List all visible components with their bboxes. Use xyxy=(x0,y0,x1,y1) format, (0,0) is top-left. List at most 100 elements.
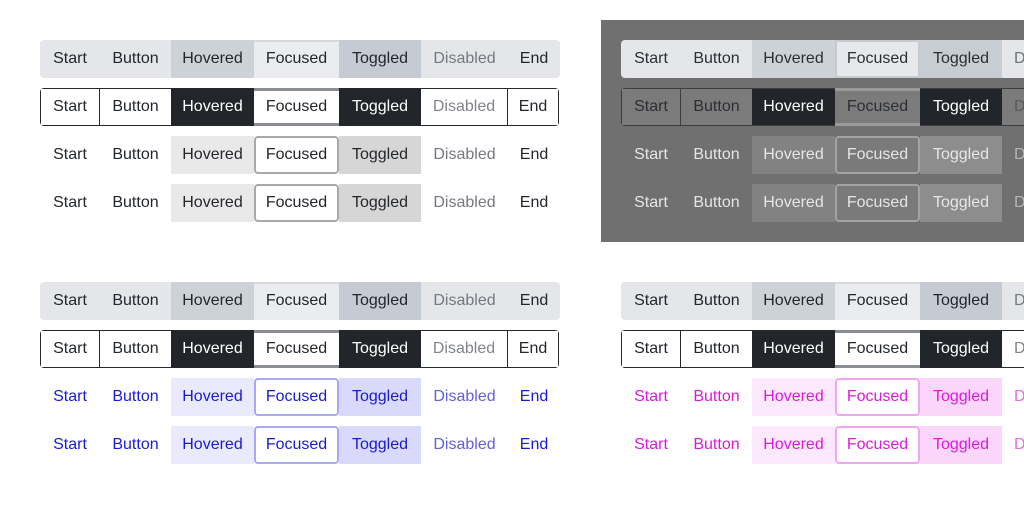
start-button[interactable]: Start xyxy=(40,40,100,78)
start-button[interactable]: Start xyxy=(41,331,100,367)
button[interactable]: Button xyxy=(693,194,740,211)
end-button[interactable]: End xyxy=(508,331,558,367)
focused-button[interactable]: Focused xyxy=(254,282,339,320)
end-button[interactable]: End xyxy=(519,194,549,211)
toggled-button[interactable]: Toggled xyxy=(920,282,1002,320)
start-button[interactable]: Start xyxy=(53,436,87,453)
hovered-button[interactable]: Hovered xyxy=(752,282,835,320)
button[interactable]: Button xyxy=(100,40,171,78)
button[interactable]: Button xyxy=(681,89,752,125)
hovered-button[interactable]: Hovered xyxy=(171,426,254,464)
hovered-button[interactable]: Hovered xyxy=(752,426,835,464)
start-button[interactable]: Start xyxy=(634,146,668,163)
hovered-button[interactable]: Hovered xyxy=(171,40,254,78)
start-button[interactable]: Start xyxy=(634,194,668,211)
button[interactable]: Button xyxy=(112,388,159,405)
panel-light-bottom-right: Start Button Hovered Focused Toggled D S… xyxy=(601,262,1024,484)
end-button[interactable]: End xyxy=(508,282,560,320)
disabled-button: D xyxy=(1014,194,1024,211)
toggled-button[interactable]: Toggled xyxy=(920,184,1002,222)
disabled-button: Disabled xyxy=(433,436,496,453)
hovered-button[interactable]: Hovered xyxy=(752,184,835,222)
hovered-button[interactable]: Hovered xyxy=(171,378,254,416)
start-button[interactable]: Start xyxy=(40,282,100,320)
button-group-outline: Start Button Hovered Focused Toggled Dis… xyxy=(40,88,559,126)
button[interactable]: Button xyxy=(681,331,752,367)
end-button[interactable]: End xyxy=(508,89,558,125)
toggled-button[interactable]: Toggled xyxy=(339,136,421,174)
start-button[interactable]: Start xyxy=(53,388,87,405)
button-group-ghost-2: Start Button Hovered Focused Toggled Dis… xyxy=(40,184,560,222)
toggled-button[interactable]: Toggled xyxy=(920,426,1002,464)
button[interactable]: Button xyxy=(100,331,171,367)
toggled-button[interactable]: Toggled xyxy=(920,89,1002,125)
toggled-button[interactable]: Toggled xyxy=(920,136,1002,174)
focused-button[interactable]: Focused xyxy=(254,136,339,174)
end-button[interactable]: End xyxy=(519,436,549,453)
end-button[interactable]: End xyxy=(508,40,560,78)
focused-button[interactable]: Focused xyxy=(254,40,339,78)
start-button[interactable]: Start xyxy=(634,436,668,453)
focused-button[interactable]: Focused xyxy=(835,330,920,368)
end-button[interactable]: End xyxy=(519,388,549,405)
start-button[interactable]: Start xyxy=(621,282,681,320)
toggled-button[interactable]: Toggled xyxy=(339,40,421,78)
hovered-button[interactable]: Hovered xyxy=(752,331,835,367)
toggled-button[interactable]: Toggled xyxy=(920,40,1002,78)
toggled-button[interactable]: Toggled xyxy=(339,331,421,367)
button[interactable]: Button xyxy=(693,436,740,453)
disabled-button: D xyxy=(1014,388,1024,405)
hovered-button[interactable]: Hovered xyxy=(752,378,835,416)
button[interactable]: Button xyxy=(112,194,159,211)
button[interactable]: Button xyxy=(100,89,171,125)
hovered-button[interactable]: Hovered xyxy=(171,331,254,367)
focused-button[interactable]: Focused xyxy=(254,184,339,222)
focused-button[interactable]: Focused xyxy=(835,426,920,464)
button-group-filled: Start Button Hovered Focused Toggled D xyxy=(621,282,1024,320)
button[interactable]: Button xyxy=(100,282,171,320)
start-button[interactable]: Start xyxy=(41,89,100,125)
hovered-button[interactable]: Hovered xyxy=(752,40,835,78)
toggled-button[interactable]: Toggled xyxy=(339,426,421,464)
toggled-button[interactable]: Toggled xyxy=(920,378,1002,416)
button[interactable]: Button xyxy=(681,282,752,320)
toggled-button[interactable]: Toggled xyxy=(339,184,421,222)
focused-button[interactable]: Focused xyxy=(835,136,920,174)
toggled-button[interactable]: Toggled xyxy=(339,282,421,320)
button[interactable]: Button xyxy=(693,388,740,405)
focused-button[interactable]: Focused xyxy=(835,184,920,222)
hovered-button[interactable]: Hovered xyxy=(171,184,254,222)
start-button[interactable]: Start xyxy=(622,89,681,125)
focused-button[interactable]: Focused xyxy=(254,378,339,416)
toggled-button[interactable]: Toggled xyxy=(339,89,421,125)
toggled-button[interactable]: Toggled xyxy=(339,378,421,416)
button-group-ghost-blue: Start Button Hovered Focused Toggled Dis… xyxy=(40,378,560,416)
focused-button[interactable]: Focused xyxy=(254,330,339,368)
disabled-button: Disabled xyxy=(421,40,508,78)
button-group-ghost: Start Button Hovered Focused Toggled Dis… xyxy=(40,136,560,174)
focused-button[interactable]: Focused xyxy=(835,282,920,320)
focused-button[interactable]: Focused xyxy=(835,88,920,126)
focused-button[interactable]: Focused xyxy=(835,378,920,416)
focused-button[interactable]: Focused xyxy=(254,426,339,464)
start-button[interactable]: Start xyxy=(53,194,87,211)
hovered-button[interactable]: Hovered xyxy=(171,282,254,320)
button-group-filled: Start Button Hovered Focused Toggled D xyxy=(621,40,1024,78)
hovered-button[interactable]: Hovered xyxy=(752,136,835,174)
disabled-button: D xyxy=(1014,146,1024,163)
button[interactable]: Button xyxy=(693,146,740,163)
hovered-button[interactable]: Hovered xyxy=(171,89,254,125)
start-button[interactable]: Start xyxy=(634,388,668,405)
end-button[interactable]: End xyxy=(519,146,549,163)
hovered-button[interactable]: Hovered xyxy=(171,136,254,174)
toggled-button[interactable]: Toggled xyxy=(920,331,1002,367)
hovered-button[interactable]: Hovered xyxy=(752,89,835,125)
button[interactable]: Button xyxy=(112,436,159,453)
button[interactable]: Button xyxy=(681,40,752,78)
start-button[interactable]: Start xyxy=(53,146,87,163)
focused-button[interactable]: Focused xyxy=(254,88,339,126)
start-button[interactable]: Start xyxy=(621,40,681,78)
start-button[interactable]: Start xyxy=(622,331,681,367)
button[interactable]: Button xyxy=(112,146,159,163)
focused-button[interactable]: Focused xyxy=(835,40,920,78)
